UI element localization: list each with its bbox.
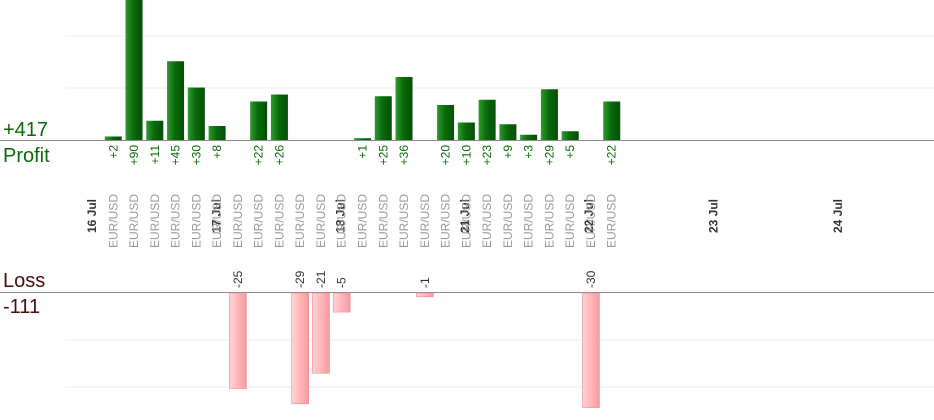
- symbol-label: EUR/USD: [169, 194, 183, 248]
- profit-bar: [208, 126, 226, 140]
- profit-value-label: +3: [522, 145, 536, 159]
- loss-value-label: -21: [314, 270, 328, 288]
- symbol-label: EUR/USD: [542, 194, 556, 248]
- loss-label: Loss: [3, 270, 46, 292]
- loss-bar: [229, 292, 247, 389]
- loss-total: -111: [3, 296, 41, 318]
- symbol-label: EUR/USD: [501, 194, 515, 248]
- symbol-label: EUR/USD: [272, 194, 286, 248]
- profit-bar: [457, 122, 475, 140]
- loss-bar: [291, 292, 309, 405]
- symbol-label: EUR/USD: [584, 194, 598, 248]
- profit-bar: [603, 101, 621, 140]
- profit-value-label: +29: [542, 145, 556, 166]
- profit-bar: [104, 136, 122, 140]
- profit-total: +417: [3, 119, 49, 141]
- profit-bar: [395, 77, 413, 140]
- loss-bar: [582, 292, 600, 408]
- profit-value-label: +20: [439, 145, 453, 166]
- profit-bar: [187, 87, 205, 140]
- profit-value-label: +11: [148, 145, 162, 165]
- profit-bar: [270, 94, 288, 140]
- profit-bar: [167, 61, 185, 140]
- profit-value-label: +25: [376, 145, 390, 166]
- symbol-label: EUR/USD: [106, 194, 120, 248]
- loss-value-label: -30: [584, 270, 598, 288]
- date-label: 23 Jul: [707, 199, 721, 233]
- date-label: 16 Jul: [85, 199, 99, 233]
- loss-bar: [332, 292, 351, 313]
- profit-value-label: +23: [480, 145, 494, 166]
- profit-bar: [437, 105, 455, 140]
- symbol-label: EUR/USD: [189, 194, 203, 248]
- profit-bar: [561, 131, 579, 140]
- profit-value-label: +10: [459, 145, 473, 166]
- profit-value-label: +8: [210, 145, 224, 159]
- symbol-label: EUR/USD: [127, 194, 141, 248]
- profit-bar: [499, 124, 517, 140]
- profit-bar: [125, 0, 143, 140]
- symbol-label: EUR/USD: [210, 194, 224, 248]
- symbol-label: EUR/USD: [148, 194, 162, 248]
- profit-value-label: +22: [252, 145, 266, 166]
- date-label: 21 Jul: [458, 199, 472, 233]
- symbol-label: EUR/USD: [397, 194, 411, 248]
- symbol-label: EUR/USD: [418, 194, 432, 248]
- symbol-label: EUR/USD: [439, 194, 453, 248]
- profit-bar: [540, 89, 558, 140]
- profit-bar: [374, 96, 392, 140]
- symbol-label: EUR/USD: [480, 194, 494, 248]
- date-label: 17 Jul: [209, 199, 223, 233]
- symbol-label: EUR/USD: [522, 194, 536, 248]
- symbol-label: EUR/USD: [293, 194, 307, 248]
- profit-bar: [250, 101, 268, 140]
- loss-bar: [415, 292, 434, 298]
- loss-value-label: -29: [293, 270, 307, 288]
- profit-bar: [520, 134, 538, 140]
- symbol-label: EUR/USD: [335, 194, 349, 248]
- profit-value-label: +5: [563, 145, 577, 159]
- profit-bar: [353, 138, 371, 140]
- profit-value-label: +36: [397, 145, 411, 166]
- symbol-label: EUR/USD: [314, 194, 328, 248]
- profit-value-label: +30: [189, 145, 203, 166]
- profit-bar: [146, 120, 164, 140]
- date-label: 22 Jul: [582, 199, 596, 233]
- symbol-label: EUR/USD: [231, 194, 245, 248]
- profit-value-label: +9: [501, 145, 515, 159]
- symbol-label: EUR/USD: [563, 194, 577, 248]
- symbol-label: EUR/USD: [605, 194, 619, 248]
- profit-value-label: +90: [127, 145, 141, 166]
- symbol-label: EUR/USD: [376, 194, 390, 248]
- profit-value-label: +1: [355, 145, 369, 159]
- loss-value-label: -1: [418, 277, 432, 288]
- profit-label: Profit: [3, 145, 50, 167]
- symbol-label: EUR/USD: [355, 194, 369, 248]
- profit-value-label: +22: [605, 145, 619, 166]
- loss-bar: [312, 292, 330, 374]
- loss-value-label: -25: [231, 270, 245, 288]
- symbol-label: EUR/USD: [459, 194, 473, 248]
- date-label: 18 Jul: [334, 199, 348, 233]
- loss-value-label: -5: [335, 277, 349, 288]
- symbol-label: EUR/USD: [252, 194, 266, 248]
- profit-value-label: +26: [272, 145, 286, 166]
- profit-value-label: +45: [169, 145, 183, 166]
- date-label: 24 Jul: [831, 199, 845, 233]
- profit-bar: [478, 99, 496, 140]
- profit-value-label: +2: [106, 145, 120, 159]
